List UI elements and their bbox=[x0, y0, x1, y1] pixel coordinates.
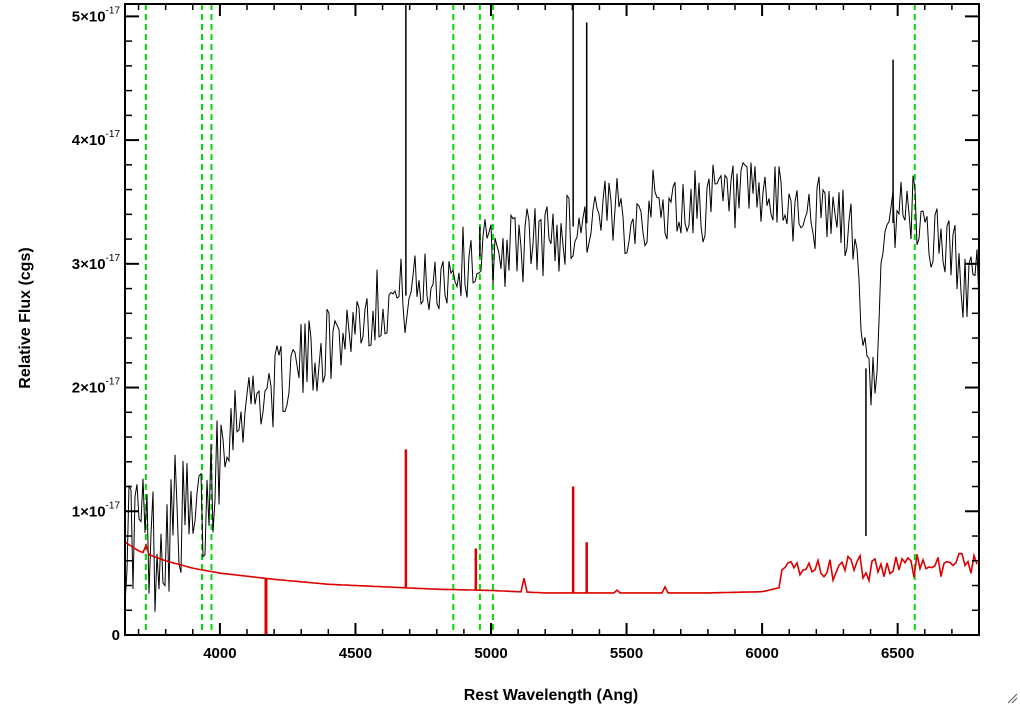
y-tick-label: 0 bbox=[112, 627, 120, 644]
observed-spectrum-line bbox=[125, 161, 979, 612]
y-tick-label: 2×10-17 bbox=[72, 377, 121, 397]
axes: 4000 4500 5000 5500 6000 6500 0 1×10-17 2×10-17 3… bbox=[72, 3, 980, 662]
plot-frame bbox=[124, 3, 980, 636]
x-tick-label: 6000 bbox=[745, 645, 778, 662]
x-tick-label: 4000 bbox=[203, 645, 236, 662]
y-tick-label: 4×10-17 bbox=[72, 129, 121, 149]
y-axis-title: Relative Flux (cgs) bbox=[17, 247, 34, 388]
x-tick-label: 5500 bbox=[610, 645, 643, 662]
y-tick-label: 5×10-17 bbox=[72, 5, 121, 25]
y-tick-label: 3×10-17 bbox=[72, 253, 121, 273]
x-tick-label: 6500 bbox=[881, 645, 914, 662]
model-spectrum-line bbox=[125, 541, 978, 594]
x-axis-title: Rest Wavelength (Ang) bbox=[464, 687, 639, 704]
series-group bbox=[125, 4, 979, 635]
x-tick-label: 5000 bbox=[474, 645, 507, 662]
reference-lines bbox=[144, 4, 916, 635]
y-tick-label: 1×10-17 bbox=[72, 500, 121, 520]
x-tick-label: 4500 bbox=[339, 645, 372, 662]
resize-grip-icon[interactable] bbox=[1004, 690, 1018, 704]
